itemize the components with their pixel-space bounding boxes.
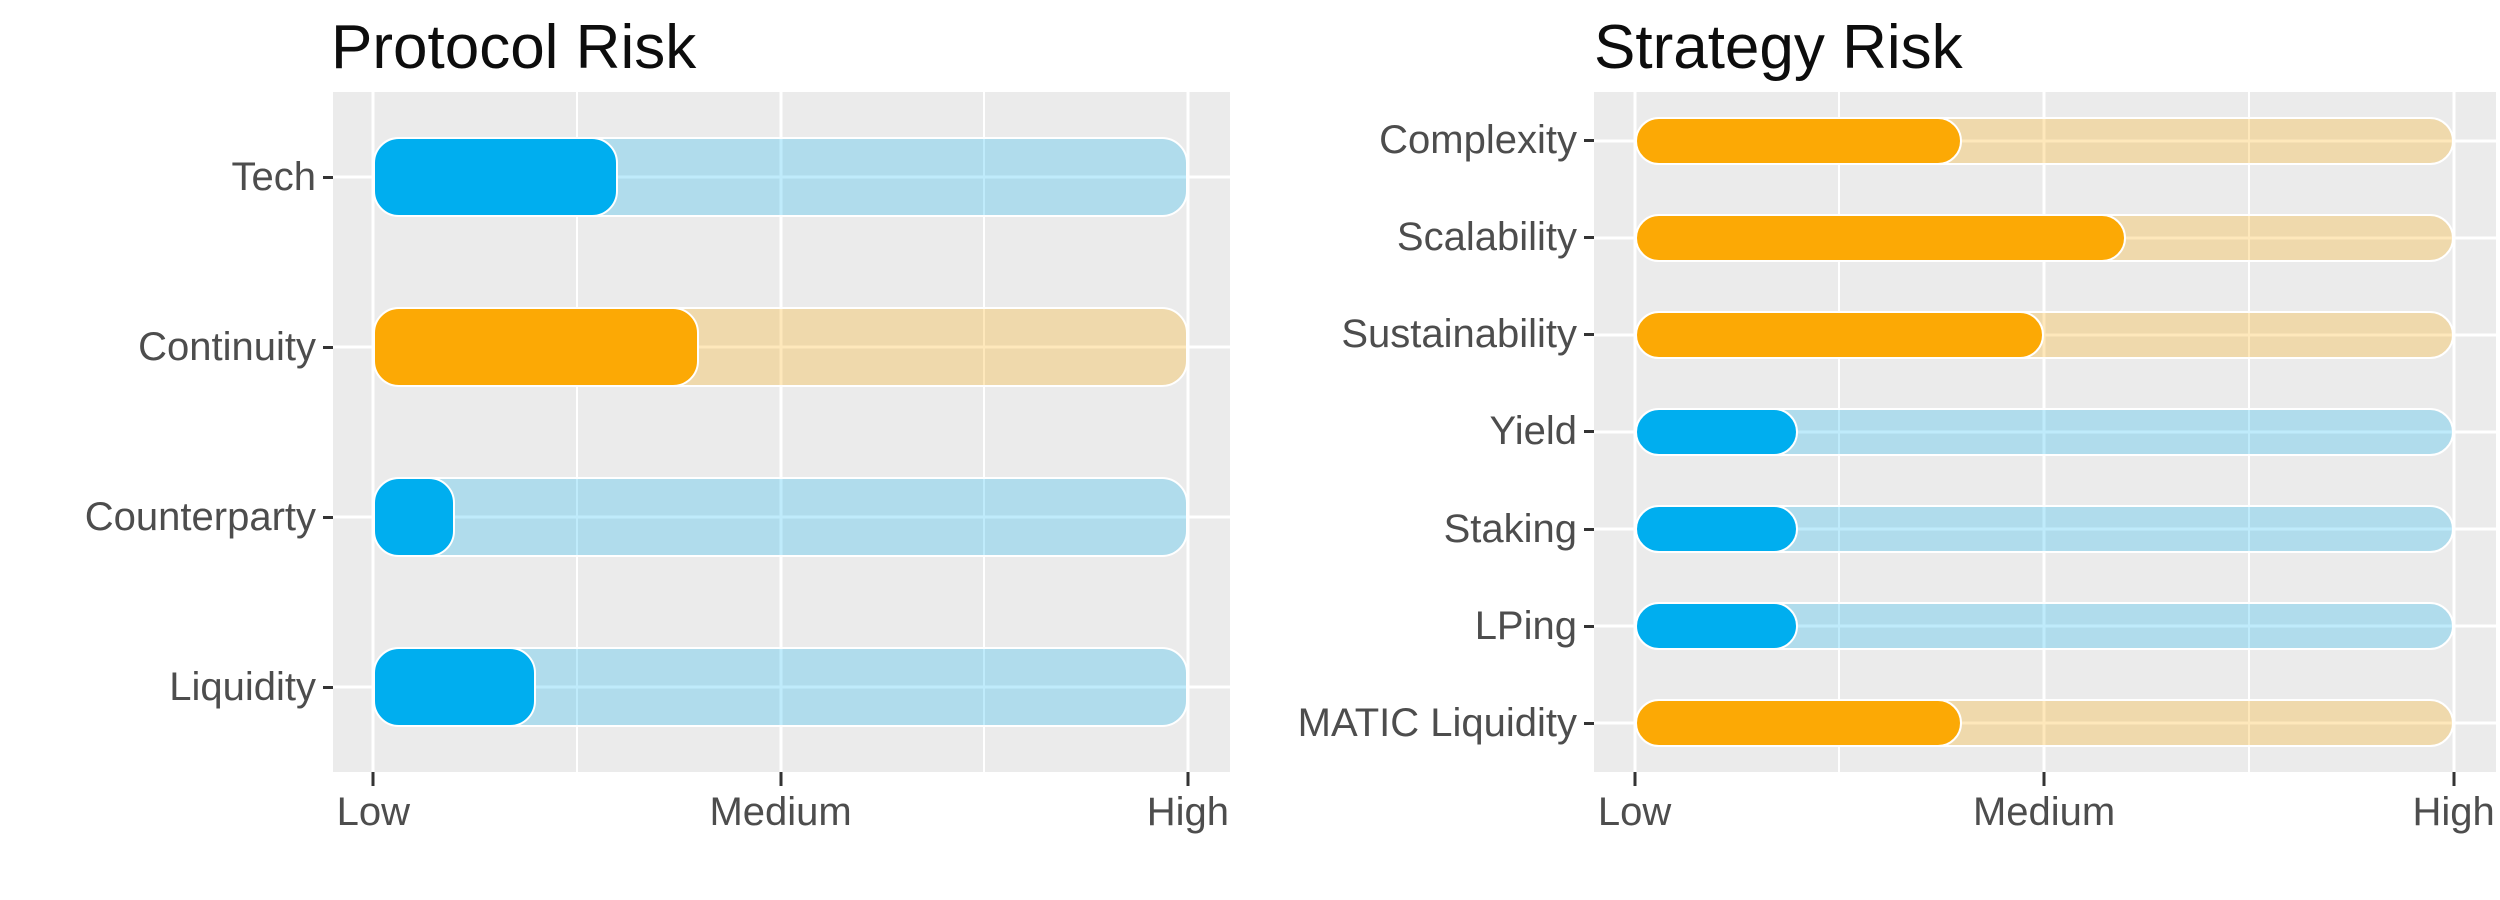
gridline-horizontal xyxy=(333,175,1230,179)
y-axis-label: Complexity xyxy=(1379,118,1577,163)
y-axis-label: Tech xyxy=(231,154,317,199)
risk-bar xyxy=(1634,116,1963,165)
y-axis: Complexity Scalability Sustainability Yi… xyxy=(1250,92,1594,772)
y-axis-tick xyxy=(1584,721,1594,725)
y-axis-tick xyxy=(1584,333,1594,337)
bar-rows xyxy=(1594,92,2496,772)
y-axis-row: Staking xyxy=(1250,481,1594,578)
y-axis: Tech Continuity Counterparty Liquidity xyxy=(0,92,333,772)
strategy-risk-chart: Strategy Risk Complexity Scalability Sus… xyxy=(1250,0,2500,900)
y-axis-tick xyxy=(323,345,333,349)
bar-row xyxy=(1594,286,2496,383)
x-axis: Low Medium High xyxy=(1594,772,2496,862)
y-axis-row: Continuity xyxy=(0,262,333,432)
risk-bar xyxy=(373,477,455,557)
gridline-minor xyxy=(983,92,986,772)
gridline-horizontal xyxy=(333,345,1230,349)
gridline-major xyxy=(1186,92,1190,772)
bar-row xyxy=(1594,92,2496,189)
x-axis-label: Low xyxy=(1597,790,1672,834)
bar-row xyxy=(333,602,1230,772)
gridline-horizontal xyxy=(1594,527,2496,531)
gridline-horizontal xyxy=(1594,333,2496,337)
chart-title: Strategy Risk xyxy=(1594,13,1963,82)
y-axis-row: MATIC Liquidity xyxy=(1250,675,1594,772)
gridline-horizontal xyxy=(333,685,1230,689)
bar-row xyxy=(333,432,1230,602)
chart-title: Protocol Risk xyxy=(331,13,697,82)
x-axis-tick xyxy=(2042,772,2046,786)
y-axis-row: Tech xyxy=(0,92,333,262)
risk-bar xyxy=(1634,213,2126,262)
gridline-horizontal xyxy=(1594,721,2496,725)
gridline-horizontal xyxy=(1594,430,2496,434)
y-axis-label: Staking xyxy=(1443,506,1577,551)
chart-body: Tech Continuity Counterparty Liquidity xyxy=(0,92,1250,772)
bar-track xyxy=(373,477,1188,557)
bar-row xyxy=(1594,578,2496,675)
bar-row xyxy=(1594,383,2496,480)
y-axis-tick xyxy=(323,685,333,689)
gridline-major xyxy=(371,92,375,772)
y-axis-tick xyxy=(1584,236,1594,240)
bar-row xyxy=(1594,189,2496,286)
x-axis-label: High xyxy=(2412,790,2495,834)
y-axis-label: Yield xyxy=(1489,409,1577,454)
y-axis-tick xyxy=(323,515,333,519)
y-axis-tick xyxy=(1584,430,1594,434)
bar-row xyxy=(333,262,1230,432)
y-axis-label: Scalability xyxy=(1396,215,1577,260)
bar-rows xyxy=(333,92,1230,772)
gridline-horizontal xyxy=(1594,624,2496,628)
x-axis: Low Medium High xyxy=(333,772,1230,862)
y-axis-label: Sustainability xyxy=(1341,312,1577,357)
gridline-major xyxy=(779,92,783,772)
risk-bar xyxy=(1634,699,1963,748)
x-axis-label: Medium xyxy=(709,790,852,834)
gridline-horizontal xyxy=(333,515,1230,519)
y-axis-tick xyxy=(1584,527,1594,531)
y-axis-tick xyxy=(1584,139,1594,143)
x-axis-label: High xyxy=(1146,790,1229,834)
risk-bar xyxy=(1634,505,1799,554)
y-axis-row: Liquidity xyxy=(0,602,333,772)
risk-bar xyxy=(373,137,618,217)
x-axis-label: Medium xyxy=(1972,790,2116,834)
protocol-risk-chart: Protocol Risk Tech Continuity Counterpar… xyxy=(0,13,1250,862)
y-axis-row: Complexity xyxy=(1250,92,1594,189)
risk-bar xyxy=(373,647,537,727)
x-axis-tick xyxy=(371,772,375,786)
y-axis-tick xyxy=(323,175,333,179)
bar-row xyxy=(1594,675,2496,772)
bar-row xyxy=(333,92,1230,262)
chart-body: Complexity Scalability Sustainability Yi… xyxy=(1250,92,2500,772)
risk-bar xyxy=(1634,407,1799,456)
x-axis-tick xyxy=(1186,772,1190,786)
y-axis-label: LPing xyxy=(1474,603,1577,648)
x-axis-tick xyxy=(1633,772,1637,786)
gridline-minor xyxy=(575,92,578,772)
y-axis-row: LPing xyxy=(1250,578,1594,675)
bar-row xyxy=(1594,481,2496,578)
y-axis-row: Counterparty xyxy=(0,432,333,602)
y-axis-row: Scalability xyxy=(1250,189,1594,286)
risk-bar xyxy=(373,307,700,387)
x-axis-tick xyxy=(2452,772,2456,786)
x-axis-tick xyxy=(779,772,783,786)
y-axis-label: Liquidity xyxy=(169,664,316,709)
y-axis-label: Continuity xyxy=(138,324,316,369)
x-axis-label: Low xyxy=(336,790,411,834)
plot-panel xyxy=(1594,92,2496,772)
gridline-horizontal xyxy=(1594,139,2496,143)
y-axis-row: Yield xyxy=(1250,383,1594,480)
y-axis-row: Sustainability xyxy=(1250,286,1594,383)
y-axis-label: Counterparty xyxy=(84,494,316,539)
plot-panel xyxy=(333,92,1230,772)
y-axis-label: MATIC Liquidity xyxy=(1297,700,1577,745)
risk-bar xyxy=(1634,602,1799,651)
risk-bar xyxy=(1634,310,2045,359)
y-axis-tick xyxy=(1584,624,1594,628)
